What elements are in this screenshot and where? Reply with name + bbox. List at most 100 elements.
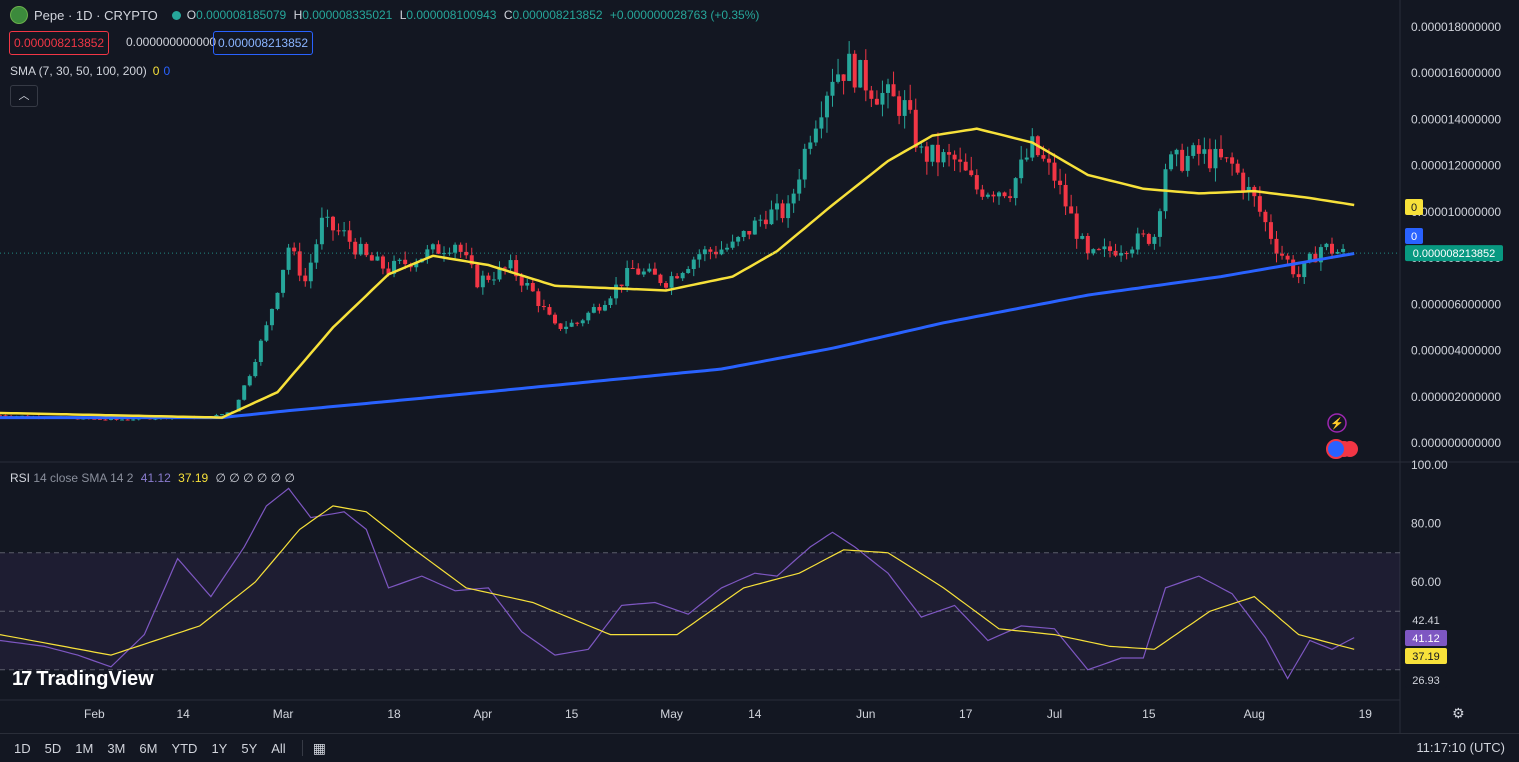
timeframe-1m-button[interactable]: 1M xyxy=(75,740,94,756)
timeframe-5d-button[interactable]: 5D xyxy=(44,740,62,756)
last-price-badge-bg xyxy=(1405,245,1503,262)
timeframe-all-button[interactable]: All xyxy=(271,740,286,756)
sma-label[interactable]: SMA (7, 30, 50, 100, 200) xyxy=(10,64,147,78)
rsi-ma-badge-bg xyxy=(1405,648,1447,664)
time-tick-label: Mar xyxy=(273,707,294,721)
candle-body xyxy=(497,267,502,280)
sma-indicator-legend[interactable]: SMA (7, 30, 50, 100, 200) 0 0 xyxy=(10,64,170,78)
candle-body xyxy=(220,414,224,416)
candle-body xyxy=(564,326,569,329)
time-tick-label: 14 xyxy=(748,707,762,721)
rsi-ma-line xyxy=(0,505,1355,656)
price-tick-label: 0.000006000000 xyxy=(1411,297,1501,311)
rsi-value: 41.12 xyxy=(140,471,171,485)
candle-body xyxy=(1146,234,1151,244)
candle-body xyxy=(630,267,635,269)
candle-body xyxy=(1335,251,1340,254)
rsi-label[interactable]: RSI xyxy=(10,471,31,485)
candle-body xyxy=(364,243,369,256)
buy-button[interactable]: 0.000008213852 xyxy=(213,31,314,55)
candle-body xyxy=(436,244,441,254)
time-tick-label: 18 xyxy=(387,707,401,721)
candle-body xyxy=(1246,186,1251,192)
candle-body xyxy=(847,53,852,81)
candle-body xyxy=(791,193,796,204)
us-flag-event-icon xyxy=(1326,439,1346,459)
candle-body xyxy=(1002,192,1007,197)
candle-body xyxy=(1157,211,1162,237)
candle-body xyxy=(1046,158,1051,163)
time-tick-label: 15 xyxy=(565,707,579,721)
time-tick-label: 14 xyxy=(176,707,190,721)
candle-body xyxy=(1130,249,1135,254)
candle-body xyxy=(1268,222,1273,239)
candle-body xyxy=(1313,253,1318,263)
candle-body xyxy=(1330,243,1334,254)
lightning-event-icon xyxy=(1327,413,1347,433)
clock-readout[interactable]: 11:17:10 (UTC) xyxy=(1416,740,1505,755)
ohlc-readout: O0.000008185079 H0.000008335021 L0.00000… xyxy=(187,8,764,22)
candle-body xyxy=(958,159,963,162)
candle-body xyxy=(775,203,779,210)
candle-body xyxy=(897,96,902,116)
candle-body xyxy=(347,230,352,242)
price-tick-label: 0.000014000000 xyxy=(1411,112,1501,126)
candle-body xyxy=(824,95,829,118)
candle-body xyxy=(1219,148,1223,158)
candle-body xyxy=(503,267,508,269)
candle-body xyxy=(319,217,324,245)
sell-button[interactable]: 0.000008213852 xyxy=(9,31,110,55)
chevron-up-icon[interactable]: ︿ xyxy=(10,85,38,107)
spread-value: 0.000000000000 xyxy=(126,35,217,49)
timeframe-ytd-button[interactable]: YTD xyxy=(171,740,198,756)
timeframe-6m-button[interactable]: 6M xyxy=(139,740,158,756)
candle-body xyxy=(813,128,818,143)
price-tick-label: 0.000018000000 xyxy=(1411,20,1501,34)
candle-body xyxy=(941,152,946,163)
candle-body xyxy=(819,117,824,129)
candle-body xyxy=(242,385,247,400)
candle-body xyxy=(591,307,596,313)
candle-body xyxy=(1213,148,1218,169)
candle-body xyxy=(480,275,485,288)
rsi-lower-badge-bg xyxy=(1405,672,1447,688)
candle-body xyxy=(97,418,102,420)
candle-body xyxy=(1052,162,1057,181)
rsi-legend[interactable]: RSI 14 close SMA 14 2 41.12 37.19 ∅ ∅ ∅ … xyxy=(10,471,295,485)
candle-body xyxy=(536,291,541,307)
chart-settings-icon[interactable]: ⚙ xyxy=(1452,705,1465,721)
candle-body xyxy=(569,322,574,327)
candle-body xyxy=(747,230,752,235)
candle-body xyxy=(980,189,985,197)
lightning-glyph: ⚡ xyxy=(1330,417,1344,430)
candle-body xyxy=(464,251,469,256)
rsi-params: 14 close SMA 14 2 xyxy=(33,471,134,485)
candle-body xyxy=(458,244,463,252)
candle-body xyxy=(403,259,408,265)
candle-body xyxy=(1185,155,1190,171)
ohlc-close-value: 0.000008213852 xyxy=(512,8,603,22)
candle-body xyxy=(114,418,119,420)
candle-body xyxy=(691,259,696,270)
tradingview-wordmark: TradingView xyxy=(36,668,154,690)
rsi-ma-badge: 37.19 xyxy=(1412,651,1440,663)
tradingview-logo[interactable]: 17 TradingView xyxy=(12,668,154,691)
candle-body xyxy=(619,284,624,287)
calendar-icon[interactable]: ▦ xyxy=(312,739,326,756)
candle-body xyxy=(1058,180,1063,185)
price-tick-label: 0.000012000000 xyxy=(1411,159,1501,173)
timeframe-1d-button[interactable]: 1D xyxy=(14,740,31,756)
timeframe-5y-button[interactable]: 5Y xyxy=(241,740,258,756)
candle-body xyxy=(808,142,813,149)
candle-body xyxy=(1019,159,1024,179)
symbol-title[interactable]: Pepe · 1D · CRYPTO xyxy=(34,7,158,23)
timeframe-1y-button[interactable]: 1Y xyxy=(211,740,228,756)
timeframe-3m-button[interactable]: 3M xyxy=(107,740,126,756)
market-status-icon[interactable] xyxy=(171,10,181,20)
candle-body xyxy=(880,92,885,105)
price-tick-label: 0.000004000000 xyxy=(1411,344,1501,358)
candle-body xyxy=(1152,236,1157,244)
candle-body xyxy=(1180,149,1185,171)
rsi-extra-values: ∅ ∅ ∅ ∅ ∅ ∅ xyxy=(215,471,295,485)
